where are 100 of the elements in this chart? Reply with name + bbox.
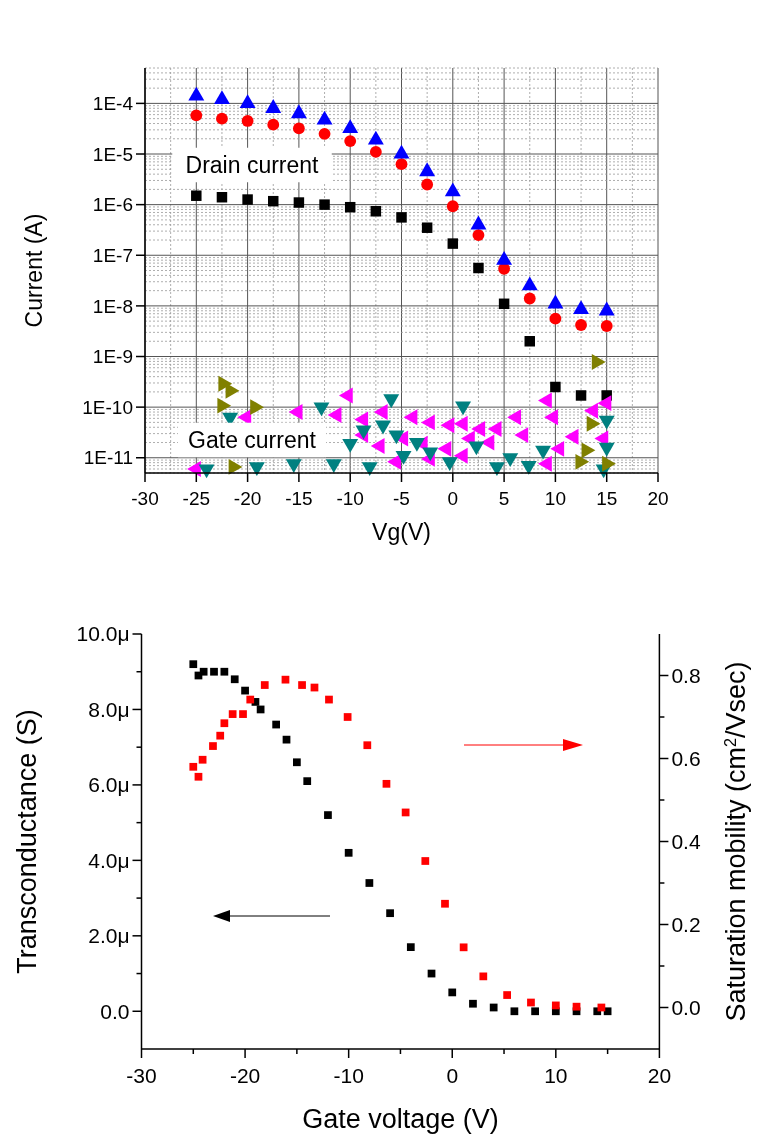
point — [403, 409, 418, 426]
point — [597, 395, 612, 412]
point — [209, 742, 217, 750]
point — [386, 909, 394, 918]
point — [527, 998, 535, 1007]
point — [303, 777, 312, 786]
x-tick-label: 15 — [596, 488, 618, 509]
point — [459, 943, 468, 952]
point — [441, 899, 449, 908]
y2-tick-label: 0.4 — [671, 829, 701, 853]
x-tick-label: 0 — [446, 1064, 459, 1087]
y-tick-label: 1E-5 — [92, 143, 133, 165]
point — [272, 720, 281, 729]
y-tick-label: 1E-8 — [92, 295, 133, 317]
y2-tick-label: 0.8 — [671, 663, 701, 687]
point — [265, 99, 282, 113]
point — [524, 336, 535, 347]
point — [455, 401, 472, 416]
point — [216, 191, 228, 203]
annotation: Drain current — [185, 152, 320, 179]
point — [267, 118, 280, 131]
point — [344, 848, 353, 857]
point — [479, 972, 488, 981]
point — [365, 879, 374, 887]
point — [537, 455, 552, 472]
point — [370, 438, 385, 455]
point — [188, 86, 205, 101]
point — [242, 194, 253, 205]
point — [285, 459, 302, 473]
point — [190, 109, 203, 122]
point — [191, 190, 202, 201]
point — [375, 420, 391, 435]
point — [241, 686, 249, 695]
point — [281, 675, 290, 684]
y2-tick-label: 0.2 — [671, 912, 701, 936]
point — [354, 411, 369, 428]
point — [514, 427, 529, 444]
point — [564, 428, 579, 445]
point — [292, 122, 305, 135]
point — [241, 115, 254, 127]
point — [422, 447, 439, 462]
point — [421, 857, 430, 865]
point — [325, 695, 333, 704]
x-tick-label: -25 — [182, 488, 211, 509]
point — [489, 1003, 498, 1012]
point — [444, 182, 461, 197]
point — [437, 440, 452, 457]
x-tick-label: -10 — [333, 1064, 364, 1087]
point — [503, 991, 512, 999]
point — [382, 779, 391, 788]
point — [498, 298, 510, 310]
point — [228, 710, 237, 718]
point — [535, 445, 552, 460]
x-tick-label: -20 — [233, 488, 262, 509]
x-tick-label: -30 — [126, 1064, 157, 1087]
point — [293, 758, 301, 767]
point — [220, 667, 229, 676]
point — [393, 144, 410, 159]
point — [355, 425, 372, 440]
point — [469, 999, 477, 1008]
point — [421, 222, 433, 233]
point — [213, 90, 230, 104]
y-tick-label: 1E-6 — [92, 194, 133, 216]
point — [453, 415, 468, 432]
point — [598, 415, 615, 430]
x-tick-label: -30 — [131, 488, 159, 509]
point — [473, 262, 484, 274]
point — [313, 402, 330, 417]
x-tick-label: 20 — [647, 488, 669, 509]
y-tick-label: 2.0μ — [88, 924, 130, 948]
point — [544, 409, 558, 426]
x-tick-label: 10 — [544, 1064, 568, 1087]
point — [600, 320, 613, 332]
point — [447, 238, 459, 249]
point — [363, 741, 372, 750]
point — [468, 441, 485, 456]
point — [246, 695, 255, 704]
point — [282, 735, 291, 744]
point — [194, 772, 203, 781]
point — [210, 667, 218, 676]
point — [216, 731, 225, 740]
point — [316, 110, 333, 125]
y-tick-label: 1E-9 — [92, 346, 133, 368]
y-axis-title: Transconductance (S) — [12, 709, 42, 974]
x-axis-title: Vg(V) — [372, 519, 431, 545]
point — [198, 755, 207, 764]
point — [488, 462, 505, 477]
point — [575, 319, 587, 331]
point — [318, 127, 331, 140]
point — [507, 409, 522, 426]
point — [520, 461, 537, 475]
y-tick-label: 1E-10 — [82, 396, 133, 418]
y-tick-label: 8.0μ — [88, 697, 130, 721]
x-tick-label: -15 — [285, 488, 313, 509]
y-tick-label: 1E-7 — [92, 244, 133, 266]
point — [370, 206, 382, 217]
point — [343, 713, 352, 721]
point — [572, 1002, 581, 1011]
point — [344, 201, 356, 213]
annotation: Gate current — [188, 427, 317, 454]
